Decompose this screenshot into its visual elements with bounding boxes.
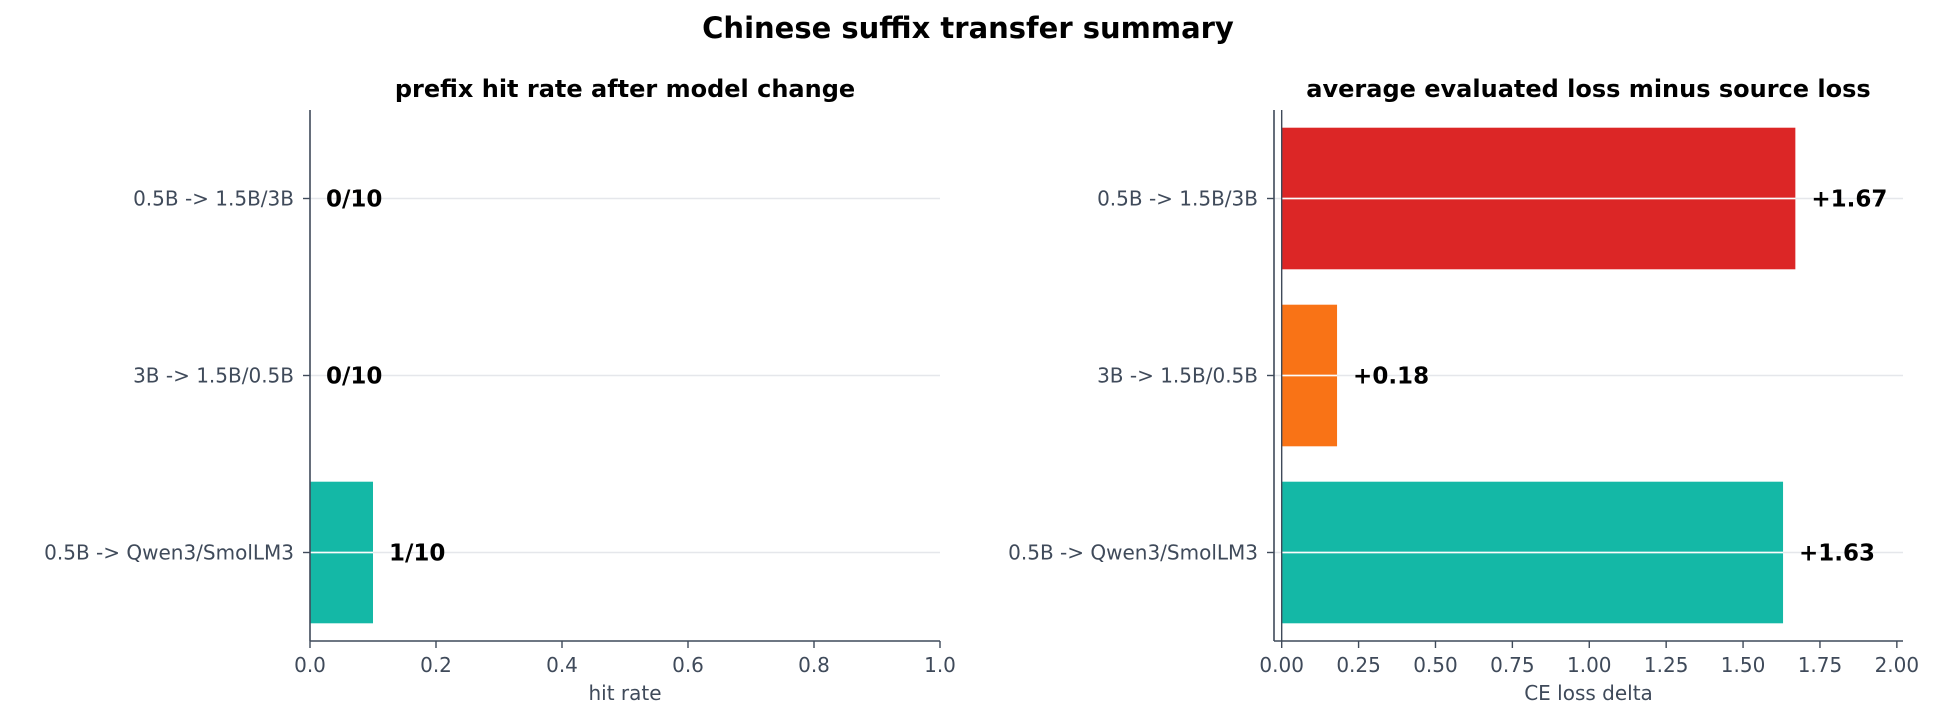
data-label: 0/10 <box>326 364 382 390</box>
x-tick-label: 0.2 <box>420 653 452 677</box>
x-tick-label: 0.4 <box>546 653 578 677</box>
x-axis-label: hit rate <box>588 681 661 705</box>
panel-title: average evaluated loss minus source loss <box>1306 75 1870 103</box>
panel-hit-rate: prefix hit rate after model change 0.5B -… <box>44 75 956 705</box>
x-tick-label: 1.00 <box>1567 653 1612 677</box>
data-label: 1/10 <box>389 541 445 567</box>
x-tick-label: 1.75 <box>1798 653 1843 677</box>
panel-title: prefix hit rate after model change <box>395 75 855 103</box>
panel-loss-delta: average evaluated loss minus source loss… <box>1008 75 1919 705</box>
data-label: +0.18 <box>1353 364 1429 390</box>
figure-title: Chinese suffix transfer summary <box>702 11 1234 45</box>
x-axis-label: CE loss delta <box>1524 681 1653 705</box>
x-tick-label: 0.25 <box>1336 653 1381 677</box>
x-tick-label: 1.25 <box>1644 653 1689 677</box>
x-tick-label: 0.50 <box>1413 653 1458 677</box>
y-tick-label: 3B -> 1.5B/0.5B <box>1097 364 1258 388</box>
x-tick-label: 1.50 <box>1721 653 1766 677</box>
y-tick-label: 0.5B -> 1.5B/3B <box>1097 187 1258 211</box>
x-tick-label: 0.0 <box>294 653 326 677</box>
x-tick-label: 0.8 <box>798 653 830 677</box>
y-tick-label: 0.5B -> Qwen3/SmolLM3 <box>44 541 294 565</box>
x-tick-label: 2.00 <box>1875 653 1920 677</box>
x-tick-label: 0.00 <box>1259 653 1304 677</box>
data-label: +1.67 <box>1811 187 1887 213</box>
x-tick-label: 1.0 <box>924 653 956 677</box>
data-label: +1.63 <box>1799 541 1875 567</box>
x-tick-label: 0.6 <box>672 653 704 677</box>
y-tick-label: 0.5B -> 1.5B/3B <box>133 187 294 211</box>
y-tick-label: 0.5B -> Qwen3/SmolLM3 <box>1008 541 1258 565</box>
y-tick-label: 3B -> 1.5B/0.5B <box>133 364 294 388</box>
x-tick-label: 0.75 <box>1490 653 1535 677</box>
data-label: 0/10 <box>326 187 382 213</box>
